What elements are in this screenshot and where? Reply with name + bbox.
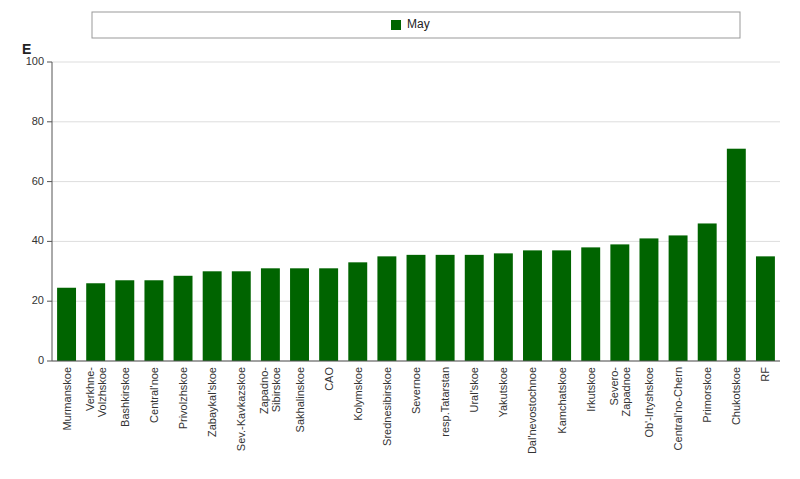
chart: 020406080100MurmanskoeVerkhnе-VolzhskoeB…: [0, 0, 800, 479]
category-label: Zabaykal'skoe: [206, 367, 218, 437]
tick-mark: [47, 181, 52, 182]
tick-mark: [47, 361, 52, 362]
bar: [144, 280, 163, 361]
y-axis: 020406080100: [26, 55, 780, 366]
x-axis: Murmanskoe Verkhnе-Volzhskoe Bashkirskoe Ce…: [61, 367, 772, 455]
bar: [407, 255, 426, 361]
tick-label: 80: [32, 115, 44, 127]
bar: [348, 262, 367, 361]
bar: [610, 244, 629, 361]
bar: [203, 271, 222, 361]
bar: [465, 255, 484, 361]
category-label: Sev.-Kavkazskoe: [235, 367, 247, 451]
bar: [377, 256, 396, 361]
tick-mark: [47, 62, 52, 63]
category-label: Murmanskoe: [61, 367, 73, 431]
category-label: Ob'-Irtyshskoe: [643, 367, 655, 438]
category-label: Bashkirskoe: [119, 367, 131, 427]
category-label: Zapadno-Sibirskoe: [258, 367, 282, 414]
bar: [232, 271, 251, 361]
category-label: Dal'nevostochnoe: [526, 367, 538, 454]
tick-label: 40: [32, 234, 44, 246]
category-label: resp.Tatarstan: [439, 367, 451, 437]
category-label: Kolymskoe: [352, 367, 364, 421]
category-label: Ural'skoe: [468, 367, 480, 413]
grid-line: [52, 361, 780, 362]
bar: [174, 276, 193, 361]
category-label: Central'noe: [148, 367, 160, 423]
tick-label: 60: [32, 175, 44, 187]
bar: [290, 268, 309, 361]
bar: [115, 280, 134, 361]
bar: [727, 149, 746, 361]
category-label: Central'no-Chern: [672, 367, 684, 450]
grid-line: [52, 181, 780, 182]
bar: [581, 247, 600, 361]
bar: [436, 255, 455, 361]
bars: [57, 149, 775, 361]
bar: [86, 283, 105, 361]
category-label: Primorskoe: [701, 367, 713, 423]
bar: [523, 250, 542, 361]
category-label: RF: [759, 367, 771, 382]
category-label: Severnoe: [410, 367, 422, 414]
legend-swatch: [391, 20, 401, 30]
bar: [261, 268, 280, 361]
bar: [552, 250, 571, 361]
bar: [57, 288, 76, 361]
tick-label: 20: [32, 294, 44, 306]
category-label: Sakhalinskoe: [294, 367, 306, 432]
bar: [319, 268, 338, 361]
category-label: Verkhnе-Volzhskoe: [84, 367, 108, 417]
legend: May: [92, 12, 740, 38]
category-label: Privolzhskoe: [177, 367, 189, 429]
tick-mark: [47, 121, 52, 122]
bar: [494, 253, 513, 361]
tick-label: 0: [38, 354, 44, 366]
bar: [639, 238, 658, 361]
category-label: Chukotskoe: [730, 367, 742, 425]
y-axis-line: [52, 62, 53, 361]
axis-label: E: [22, 41, 31, 57]
tick-mark: [47, 301, 52, 302]
legend-label: May: [407, 17, 430, 31]
bar: [698, 223, 717, 361]
category-label: CAO: [323, 367, 335, 391]
bar: [756, 256, 775, 361]
category-label: Kamchatskoe: [556, 367, 568, 434]
category-label: Srednesibirskoe: [381, 367, 393, 446]
grid-line: [52, 62, 780, 63]
category-label: Irkutskoe: [585, 367, 597, 412]
legend-box: [92, 12, 740, 38]
grid-line: [52, 121, 780, 122]
x-axis-line: [52, 361, 780, 362]
category-label: Severo-Zapadnoe: [608, 367, 632, 417]
category-label: Yakutskoe: [497, 367, 509, 418]
tick-mark: [47, 241, 52, 242]
bar: [669, 235, 688, 361]
